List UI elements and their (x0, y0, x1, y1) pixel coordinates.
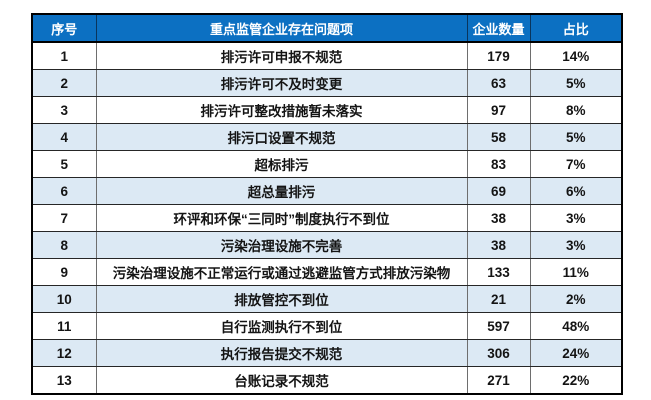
percent-cell: 14% (529, 41, 623, 70)
percent-cell: 11% (529, 258, 623, 286)
count-cell: 97 (466, 96, 531, 124)
percent-cell: 22% (529, 366, 623, 395)
table-row: 12 执行报告提交不规范 306 24% (31, 339, 623, 367)
count-cell: 133 (466, 258, 531, 286)
table-header: 序号 重点监管企业存在问题项 企业数量 占比 (31, 13, 623, 43)
percent-cell: 48% (529, 312, 623, 340)
count-cell: 179 (466, 41, 531, 70)
issue-cell: 台账记录不规范 (95, 366, 468, 395)
header-cell-percent: 占比 (529, 13, 623, 43)
percent-cell: 5% (529, 123, 623, 151)
table-row: 2 排污许可不及时变更 63 5% (31, 69, 623, 97)
count-cell: 58 (466, 123, 531, 151)
index-cell: 9 (31, 258, 97, 286)
percent-cell: 3% (529, 231, 623, 259)
regulated-enterprise-issues-table: 序号 重点监管企业存在问题项 企业数量 占比 1 排污许可申报不规范 179 1… (31, 13, 623, 395)
issue-cell: 排污许可申报不规范 (95, 41, 468, 70)
issue-cell: 环评和环保“三同时”制度执行不到位 (95, 204, 468, 232)
count-cell: 63 (466, 69, 531, 97)
index-cell: 3 (31, 96, 97, 124)
index-cell: 5 (31, 150, 97, 178)
percent-cell: 6% (529, 177, 623, 205)
header-cell-issue: 重点监管企业存在问题项 (95, 13, 468, 43)
index-cell: 12 (31, 339, 97, 367)
issue-cell: 超总量排污 (95, 177, 468, 205)
table-row: 11 自行监测执行不到位 597 48% (31, 312, 623, 340)
table-row: 6 超总量排污 69 6% (31, 177, 623, 205)
count-cell: 69 (466, 177, 531, 205)
issue-cell: 排放管控不到位 (95, 285, 468, 313)
table-row: 1 排污许可申报不规范 179 14% (31, 41, 623, 70)
issue-cell: 超标排污 (95, 150, 468, 178)
issue-cell: 自行监测执行不到位 (95, 312, 468, 340)
issue-cell: 排污许可整改措施暂未落实 (95, 96, 468, 124)
issue-cell: 执行报告提交不规范 (95, 339, 468, 367)
issue-cell: 污染治理设施不完善 (95, 231, 468, 259)
index-cell: 2 (31, 69, 97, 97)
index-cell: 8 (31, 231, 97, 259)
issue-cell: 排污许可不及时变更 (95, 69, 468, 97)
index-cell: 4 (31, 123, 97, 151)
count-cell: 306 (466, 339, 531, 367)
issue-cell: 污染治理设施不正常运行或通过逃避监管方式排放污染物 (95, 258, 468, 286)
header-row: 序号 重点监管企业存在问题项 企业数量 占比 (31, 13, 623, 43)
percent-cell: 3% (529, 204, 623, 232)
index-cell: 10 (31, 285, 97, 313)
index-cell: 13 (31, 366, 97, 395)
issue-cell: 排污口设置不规范 (95, 123, 468, 151)
percent-cell: 7% (529, 150, 623, 178)
percent-cell: 24% (529, 339, 623, 367)
count-cell: 38 (466, 231, 531, 259)
percent-cell: 2% (529, 285, 623, 313)
table-row: 3 排污许可整改措施暂未落实 97 8% (31, 96, 623, 124)
index-cell: 7 (31, 204, 97, 232)
table-row: 7 环评和环保“三同时”制度执行不到位 38 3% (31, 204, 623, 232)
index-cell: 6 (31, 177, 97, 205)
count-cell: 271 (466, 366, 531, 395)
percent-cell: 8% (529, 96, 623, 124)
table-row: 9 污染治理设施不正常运行或通过逃避监管方式排放污染物 133 11% (31, 258, 623, 286)
table-row: 5 超标排污 83 7% (31, 150, 623, 178)
count-cell: 83 (466, 150, 531, 178)
count-cell: 21 (466, 285, 531, 313)
index-cell: 11 (31, 312, 97, 340)
table-row: 10 排放管控不到位 21 2% (31, 285, 623, 313)
percent-cell: 5% (529, 69, 623, 97)
header-cell-index: 序号 (31, 13, 97, 43)
regulated-enterprise-issues-table-container: 序号 重点监管企业存在问题项 企业数量 占比 1 排污许可申报不规范 179 1… (31, 13, 623, 395)
header-cell-count: 企业数量 (466, 13, 531, 43)
table-row: 8 污染治理设施不完善 38 3% (31, 231, 623, 259)
table-row: 4 排污口设置不规范 58 5% (31, 123, 623, 151)
table-body: 1 排污许可申报不规范 179 14% 2 排污许可不及时变更 63 5% 3 … (31, 41, 623, 395)
count-cell: 597 (466, 312, 531, 340)
count-cell: 38 (466, 204, 531, 232)
table-row: 13 台账记录不规范 271 22% (31, 366, 623, 395)
index-cell: 1 (31, 41, 97, 70)
